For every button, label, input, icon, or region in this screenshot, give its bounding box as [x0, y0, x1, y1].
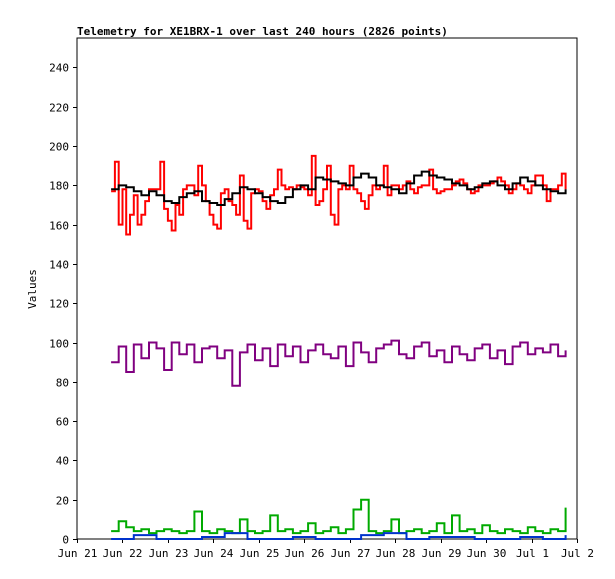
y-tick-label: 160 — [49, 220, 69, 233]
x-tick-label: Jun 21 — [58, 547, 98, 560]
series-line-1 — [111, 170, 567, 206]
y-tick-label: 20 — [56, 495, 69, 508]
series-line-2 — [111, 339, 567, 387]
x-tick-label: Jun 25 — [240, 547, 280, 560]
series-line-4 — [111, 532, 567, 540]
x-tick-label: Jun 24 — [194, 547, 234, 560]
y-tick-label: 40 — [56, 455, 69, 468]
x-tick-label: Jun 30 — [467, 547, 507, 560]
x-axis: Jun 21 Jun 22 Jun 23 Jun 24 Jun 25 Jun 26 Jun … — [58, 539, 594, 560]
y-tick-label: 60 — [56, 416, 69, 429]
y-tick-label: 80 — [56, 377, 69, 390]
series-line-3 — [111, 498, 567, 535]
y-tick-label: 180 — [49, 180, 69, 193]
plot-area — [76, 37, 578, 540]
y-tick-label: 220 — [49, 102, 69, 115]
y-tick-label: 100 — [49, 338, 69, 351]
y-tick-label: 200 — [49, 141, 69, 154]
series-layer — [111, 154, 567, 540]
y-tick-label: 140 — [49, 259, 69, 272]
x-tick-label: Jun 26 — [285, 547, 325, 560]
y-tick-label: 120 — [49, 298, 69, 311]
y-axis: 0 20 40 60 80 100 120 140 160 180 200 220 240 — [49, 62, 77, 547]
x-tick-label: Jun 28 — [376, 547, 416, 560]
x-tick-label: Jun 23 — [149, 547, 189, 560]
plot-frame — [76, 37, 578, 540]
x-tick-label: Jun 22 — [103, 547, 143, 560]
y-tick-label: 0 — [62, 534, 69, 547]
x-tick-label: Jun 29 — [422, 547, 462, 560]
x-tick-label: Jul 2 — [561, 547, 594, 560]
chart-title: Telemetry for XE1BRX-1 over last 240 hou… — [77, 25, 448, 38]
y-axis-label: Values — [26, 269, 39, 309]
y-tick-label: 240 — [49, 62, 69, 75]
x-tick-label: Jun 27 — [331, 547, 371, 560]
x-tick-label: Jul 1 — [516, 547, 549, 560]
